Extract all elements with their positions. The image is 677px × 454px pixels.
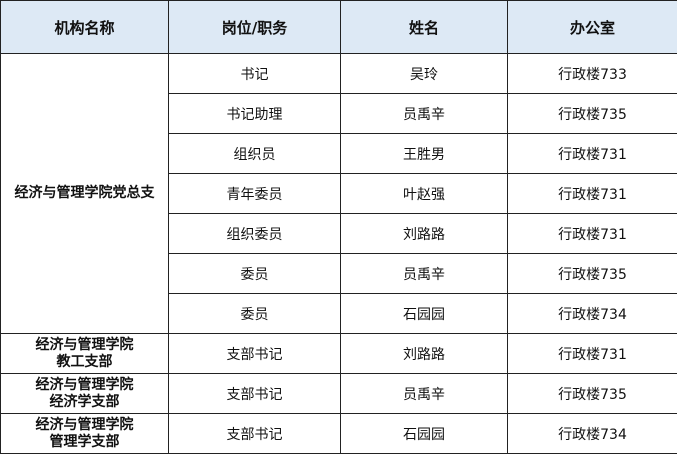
header-org: 机构名称	[0, 0, 169, 54]
position-cell: 委员	[168, 293, 341, 334]
name-cell: 刘路路	[340, 213, 508, 254]
office-cell: 行政楼731	[507, 333, 677, 374]
table-row: 青年委员 叶赵强 行政楼731	[1, 173, 677, 214]
name-cell: 刘路路	[340, 333, 508, 374]
header-position: 岗位/职务	[168, 0, 341, 54]
header-row: 机构名称 岗位/职务 姓名 办公室	[0, 0, 677, 54]
position-cell: 书记助理	[168, 93, 341, 134]
name-cell: 石园园	[340, 293, 508, 334]
position-cell: 组织委员	[168, 213, 341, 254]
org-name-line: 经济学支部	[49, 393, 120, 410]
org-name-cell: 经济与管理学院党总支	[0, 53, 169, 334]
org-name-line: 教工支部	[56, 353, 113, 370]
name-cell: 王胜男	[340, 133, 508, 174]
org-name-cell: 经济与管理学院 经济学支部	[0, 373, 169, 414]
name-cell: 吴玲	[340, 53, 508, 94]
header-office: 办公室	[507, 0, 677, 54]
position-cell: 委员	[168, 253, 341, 294]
position-cell: 支部书记	[168, 373, 341, 414]
office-cell: 行政楼735	[507, 253, 677, 294]
org-name-line: 经济与管理学院党总支	[14, 185, 155, 201]
position-cell: 青年委员	[168, 173, 341, 214]
table-row: 经济与管理学院 经济学支部 支部书记 员禹辛 行政楼735	[0, 373, 677, 414]
org-name-cell: 经济与管理学院 教工支部	[0, 333, 169, 374]
office-cell: 行政楼734	[507, 413, 677, 454]
position-cell: 组织员	[168, 133, 341, 174]
org-name-cell: 经济与管理学院 管理学支部	[0, 413, 169, 454]
header-name: 姓名	[340, 0, 508, 54]
office-cell: 行政楼734	[507, 293, 677, 334]
office-cell: 行政楼735	[507, 373, 677, 414]
office-cell: 行政楼731	[507, 213, 677, 254]
table-row: 委员 石园园 行政楼734	[1, 293, 677, 334]
office-cell: 行政楼731	[507, 133, 677, 174]
office-cell: 行政楼733	[507, 53, 677, 94]
name-cell: 员禹辛	[340, 373, 508, 414]
office-cell: 行政楼735	[507, 93, 677, 134]
position-cell: 支部书记	[168, 413, 341, 454]
table-row: 组织委员 刘路路 行政楼731	[1, 213, 677, 254]
name-cell: 叶赵强	[340, 173, 508, 214]
table-row: 经济与管理学院党总支 书记 吴玲 行政楼733	[0, 53, 677, 334]
position-cell: 书记	[168, 53, 341, 94]
table-row: 经济与管理学院 管理学支部 支部书记 石园园 行政楼734	[0, 413, 677, 454]
office-cell: 行政楼731	[507, 173, 677, 214]
position-cell: 支部书记	[168, 333, 341, 374]
name-cell: 石园园	[340, 413, 508, 454]
org-name-line: 经济与管理学院	[35, 336, 134, 353]
org-name-line: 管理学支部	[49, 433, 120, 450]
name-cell: 员禹辛	[340, 93, 508, 134]
org-name-line: 经济与管理学院	[35, 376, 134, 393]
name-cell: 员禹辛	[340, 253, 508, 294]
table-row: 组织员 王胜男 行政楼731	[1, 133, 677, 174]
table-row: 委员 员禹辛 行政楼735	[1, 253, 677, 294]
table-row: 经济与管理学院 教工支部 支部书记 刘路路 行政楼731	[0, 333, 677, 374]
org-name-line: 经济与管理学院	[35, 416, 134, 433]
